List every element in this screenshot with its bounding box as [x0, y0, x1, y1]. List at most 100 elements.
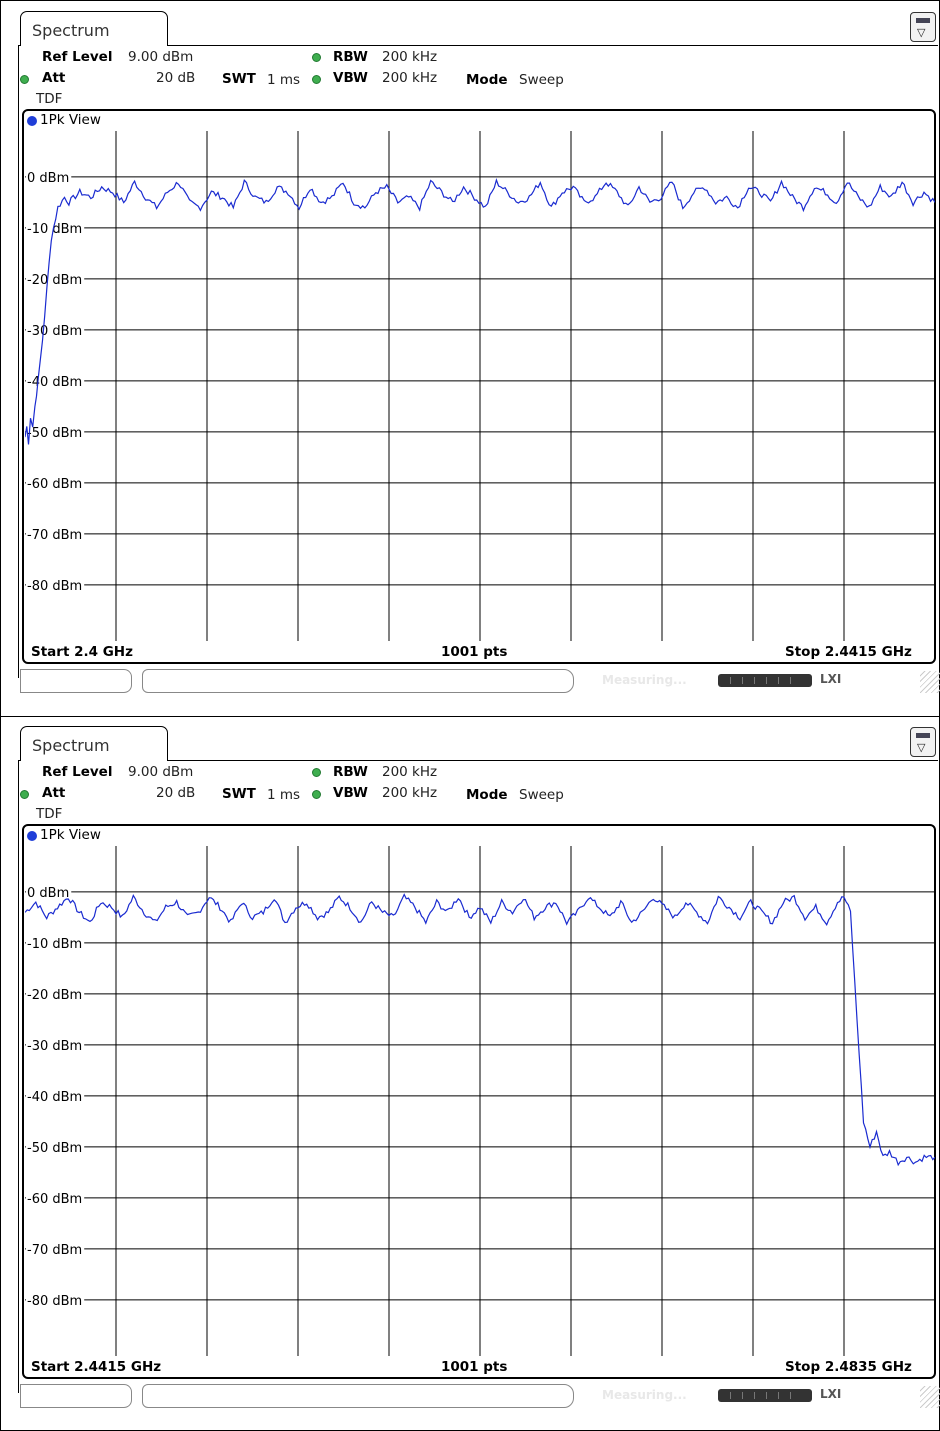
vbw-label: VBW — [333, 70, 368, 86]
start-frequency-label: Start 2.4 GHz — [31, 644, 133, 660]
rbw-value[interactable]: 200 kHz — [382, 764, 438, 780]
tab-label: Spectrum — [32, 21, 110, 40]
stop-frequency-label: Stop 2.4415 GHz — [785, 644, 912, 660]
y-tick-label-bg — [26, 1293, 85, 1309]
y-tick-label-bg — [26, 527, 85, 543]
y-tick-label: -70 dBm — [27, 528, 82, 543]
y-tick-label-bg — [26, 476, 85, 492]
y-tick-label-bg — [26, 170, 72, 186]
swt-value[interactable]: 1 ms — [267, 787, 301, 803]
y-tick-label: -60 dBm — [27, 477, 82, 492]
spectrum-plot[interactable]: 0 dBm -10 dBm -20 dBm -30 dBm -40 dBm -50 dBm… — [25, 846, 935, 1356]
ref-level-value[interactable]: 9.00 dBm — [128, 764, 194, 780]
triangle-down-icon: ▽ — [917, 741, 926, 754]
y-tick-label: -80 dBm — [27, 1294, 82, 1309]
y-tick-label: -50 dBm — [27, 426, 82, 441]
att-label: Att — [42, 70, 66, 86]
panel-divider — [0, 716, 940, 717]
tdf-label: TDF — [36, 806, 63, 822]
header-line — [18, 760, 938, 761]
tab-spectrum[interactable]: Spectrum — [20, 726, 168, 761]
tab-spectrum[interactable]: Spectrum — [20, 11, 168, 46]
y-tick-label: -20 dBm — [27, 273, 82, 288]
ref-level-value[interactable]: 9.00 dBm — [128, 49, 194, 65]
rbw-label: RBW — [333, 764, 368, 780]
y-tick-label: -10 dBm — [27, 937, 82, 952]
menu-dropdown-button[interactable]: ▽ — [910, 727, 936, 757]
y-tick-label-bg — [26, 885, 72, 901]
swt-label: SWT — [222, 786, 256, 802]
y-tick-label: -50 dBm — [27, 1141, 82, 1156]
status-field-left[interactable] — [20, 669, 132, 693]
y-tick-label: -20 dBm — [27, 988, 82, 1003]
resize-grip-icon[interactable] — [920, 1386, 940, 1408]
trace-line — [25, 893, 935, 1167]
spectrum-panel-1: Spectrum ▽ Ref Level 9.00 dBm Att 20 dB … — [16, 6, 940, 716]
tdf-label: TDF — [36, 91, 63, 107]
y-tick-label: -80 dBm — [27, 579, 82, 594]
mode-label: Mode — [466, 787, 508, 803]
y-tick-label: -40 dBm — [27, 1090, 82, 1105]
att-label: Att — [42, 785, 66, 801]
status-field-message[interactable] — [142, 1384, 574, 1408]
lxi-icon: LXI — [820, 1387, 842, 1401]
y-tick-label-bg — [26, 936, 85, 952]
y-tick-label: -30 dBm — [27, 1039, 82, 1054]
y-tick-label-bg — [26, 1038, 85, 1054]
panel-left-border — [18, 45, 19, 678]
points-label: 1001 pts — [441, 644, 508, 660]
y-tick-label-bg — [26, 1089, 85, 1105]
toolbar-icon — [916, 733, 930, 738]
measuring-status: Measuring... — [602, 1388, 687, 1402]
y-tick-label-bg — [26, 221, 85, 237]
att-value[interactable]: 20 dB — [156, 70, 196, 86]
resize-grip-icon[interactable] — [920, 671, 940, 693]
lxi-icon: LXI — [820, 672, 842, 686]
ref-level-label: Ref Level — [42, 49, 113, 65]
vbw-status-led-icon — [312, 75, 321, 84]
mode-value[interactable]: Sweep — [519, 787, 564, 803]
rbw-status-led-icon — [312, 53, 321, 62]
tab-label: Spectrum — [32, 736, 110, 755]
plot-window — [22, 824, 936, 1379]
panel-left-border — [18, 760, 19, 1393]
progress-indicator — [718, 674, 812, 687]
trace-indicator-icon — [27, 116, 37, 126]
y-tick-label: -70 dBm — [27, 1243, 82, 1258]
stop-frequency-label: Stop 2.4835 GHz — [785, 1359, 912, 1375]
view-label: 1Pk View — [40, 112, 101, 128]
swt-value[interactable]: 1 ms — [267, 72, 301, 88]
y-tick-label-bg — [26, 1242, 85, 1258]
status-field-left[interactable] — [20, 1384, 132, 1408]
vbw-value[interactable]: 200 kHz — [382, 785, 438, 801]
y-tick-label-bg — [26, 1191, 85, 1207]
y-tick-label-bg — [26, 374, 85, 390]
vbw-value[interactable]: 200 kHz — [382, 70, 438, 86]
y-tick-label-bg — [26, 272, 85, 288]
y-tick-label: 0 dBm — [27, 886, 69, 901]
rbw-label: RBW — [333, 49, 368, 65]
att-value[interactable]: 20 dB — [156, 785, 196, 801]
y-tick-label-bg — [26, 1140, 85, 1156]
toolbar-icon — [916, 18, 930, 23]
trace-line — [25, 178, 935, 445]
status-bar: Measuring... LXI — [20, 669, 940, 697]
rbw-status-led-icon — [312, 768, 321, 777]
view-label: 1Pk View — [40, 827, 101, 843]
vbw-status-led-icon — [312, 790, 321, 799]
menu-dropdown-button[interactable]: ▽ — [910, 12, 936, 42]
y-tick-label-bg — [26, 987, 85, 1003]
status-field-message[interactable] — [142, 669, 574, 693]
trace-indicator-icon — [27, 831, 37, 841]
y-tick-label: -60 dBm — [27, 1192, 82, 1207]
spectrum-plot[interactable]: 0 dBm -10 dBm -20 dBm -30 dBm -40 dBm -50 dBm… — [25, 131, 935, 641]
y-tick-label: -40 dBm — [27, 375, 82, 390]
spectrum-panel-2: Spectrum ▽ Ref Level 9.00 dBm Att 20 dB … — [16, 721, 940, 1431]
header-line — [18, 45, 938, 46]
progress-indicator — [718, 1389, 812, 1402]
plot-window — [22, 109, 936, 664]
triangle-down-icon: ▽ — [917, 26, 926, 39]
mode-value[interactable]: Sweep — [519, 72, 564, 88]
y-tick-label: 0 dBm — [27, 171, 69, 186]
rbw-value[interactable]: 200 kHz — [382, 49, 438, 65]
